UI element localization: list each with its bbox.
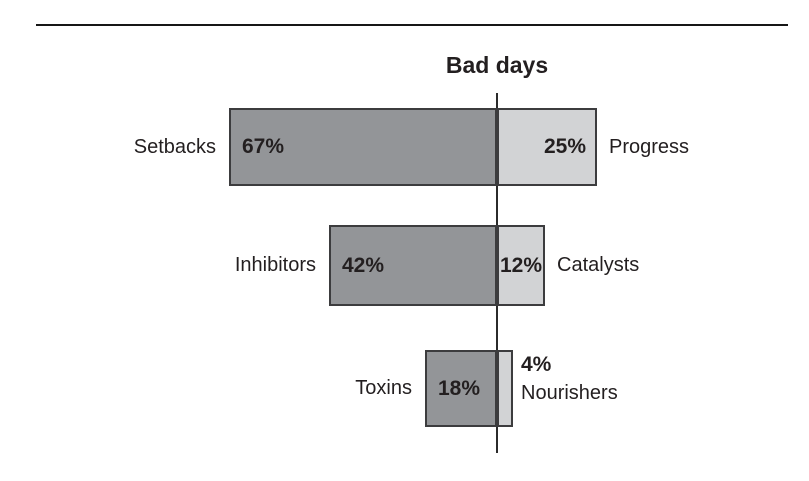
row1-left-half: Setbacks 67%: [0, 108, 497, 186]
good-bar-nourishers: [497, 350, 513, 427]
chart-title: Bad days: [445, 52, 549, 78]
category-label-inhibitors: Inhibitors: [234, 254, 316, 276]
bar-row-inhibitors-catalysts: Inhibitors 42% 12% Catalysts: [0, 225, 809, 306]
value-label-nourishers: 4%: [521, 353, 552, 377]
nourishers-label-stack: 4% Nourishers: [521, 351, 618, 408]
value-label-toxins: 18%: [438, 376, 481, 400]
value-label-progress: 25%: [543, 135, 586, 158]
row2-left-half: Inhibitors 42%: [0, 225, 497, 306]
good-bar-catalysts: 12%: [497, 225, 545, 306]
value-label-catalysts: 12%: [499, 253, 543, 277]
bar-row-setbacks-progress: Setbacks 67% 25% Progress: [0, 108, 809, 186]
top-rule: [36, 24, 788, 26]
category-label-setbacks: Setbacks: [133, 135, 216, 158]
row3-right-half: 4% Nourishers: [497, 350, 809, 427]
row2-right-half: 12% Catalysts: [497, 225, 809, 306]
row1-right-half: 25% Progress: [497, 108, 809, 186]
bar-row-toxins-nourishers: Toxins 18% 4% Nourishers: [0, 350, 809, 427]
bad-bar-toxins: 18%: [425, 350, 497, 427]
category-label-progress: Progress: [609, 135, 690, 158]
bad-bar-setbacks: 67%: [229, 108, 497, 186]
row3-left-half: Toxins 18%: [0, 350, 497, 427]
category-label-toxins: Toxins: [355, 377, 412, 399]
category-label-nourishers: Nourishers: [521, 382, 618, 405]
bad-bar-inhibitors: 42%: [329, 225, 497, 306]
category-label-catalysts: Catalysts: [557, 254, 640, 276]
good-bar-progress: 25%: [497, 108, 597, 186]
value-label-inhibitors: 42%: [342, 253, 385, 277]
value-label-setbacks: 67%: [242, 135, 285, 158]
